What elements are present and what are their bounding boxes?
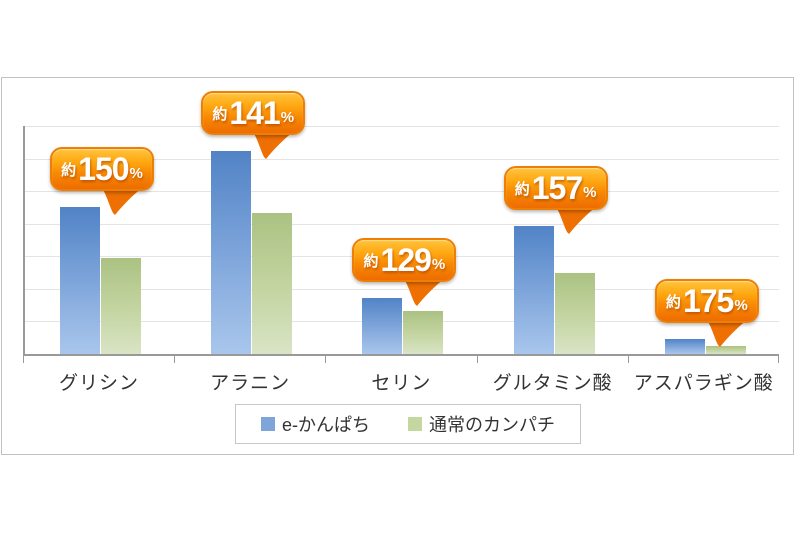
ratio-callout: 約 129% xyxy=(352,238,457,306)
ratio-callout: 約 150% xyxy=(50,147,154,215)
x-axis-tick xyxy=(174,356,176,363)
callout-bubble: 約 175% xyxy=(654,279,759,323)
callout-value: 157 xyxy=(531,170,583,206)
bar-通常のカンパチ-3 xyxy=(554,273,595,354)
ratio-callout: 約 175% xyxy=(654,279,759,347)
x-axis-tick xyxy=(325,356,327,363)
x-axis-line xyxy=(23,354,779,356)
ratio-callout: 約 157% xyxy=(503,166,608,234)
gridline xyxy=(23,288,779,290)
bar-e-かんぱち-0 xyxy=(60,207,100,354)
x-axis-label: グルタミン酸 xyxy=(492,373,613,394)
bar-e-かんぱち-2 xyxy=(362,298,403,354)
x-axis-tick xyxy=(476,356,478,363)
legend-label: e-かんぱち xyxy=(281,415,370,435)
callout-value: 141 xyxy=(229,95,280,131)
x-axis-tick xyxy=(627,356,629,363)
callout-bubble: 約 150% xyxy=(50,147,154,191)
callout-suffix: % xyxy=(583,184,597,201)
callout-tail xyxy=(102,188,142,215)
legend-label: 通常のカンパチ xyxy=(429,415,555,435)
gridline xyxy=(23,191,779,193)
legend-swatch xyxy=(408,417,422,431)
callout-suffix: % xyxy=(734,297,748,314)
callout-suffix: % xyxy=(129,165,143,182)
callout-prefix: 約 xyxy=(212,105,228,123)
callout-tail xyxy=(555,207,596,234)
callout-value: 175 xyxy=(682,283,734,319)
x-axis-label: アスパラギン酸 xyxy=(633,373,774,394)
callout-suffix: % xyxy=(280,109,295,126)
callout-bubble: 約 141% xyxy=(201,91,306,135)
callout-suffix: % xyxy=(431,256,446,273)
legend-box: e-かんぱち 通常のカンパチ xyxy=(235,404,581,444)
legend-swatch xyxy=(260,417,275,431)
plot-area: グリシン約 150% アラニン約 141% セリン約 129% グルタミン酸約 157% アスパ… xyxy=(23,91,779,394)
callout-value: 129 xyxy=(380,242,432,278)
x-axis-label: セリン xyxy=(371,373,432,394)
chart-panel: グリシン約 150% アラニン約 141% セリン約 129% グルタミン酸約 157% アスパ… xyxy=(1,77,794,455)
bar-通常のカンパチ-0 xyxy=(101,258,141,354)
callout-tail xyxy=(706,320,747,347)
bar-e-かんぱち-4 xyxy=(664,339,705,354)
bar-通常のカンパチ-1 xyxy=(252,213,293,354)
x-axis-label: アラニン xyxy=(210,373,291,394)
bar-e-かんぱち-1 xyxy=(211,151,252,354)
gridline xyxy=(23,158,779,160)
bar-通常のカンパチ-4 xyxy=(705,345,746,354)
ratio-callout: 約 141% xyxy=(201,91,306,159)
callout-tail xyxy=(253,132,294,159)
callout-tail xyxy=(404,279,445,306)
bar-通常のカンパチ-2 xyxy=(403,311,444,354)
x-axis-tick xyxy=(23,356,24,363)
callout-bubble: 約 157% xyxy=(503,166,608,210)
bar-e-かんぱち-3 xyxy=(513,226,554,354)
callout-prefix: 約 xyxy=(61,161,77,179)
callout-bubble: 約 129% xyxy=(352,238,457,282)
callout-prefix: 約 xyxy=(363,252,379,270)
callout-value: 150 xyxy=(78,151,129,187)
gridline xyxy=(23,223,779,225)
callout-prefix: 約 xyxy=(665,293,681,311)
legend-item-0: e-かんぱち xyxy=(260,411,370,437)
legend-item-1: 通常のカンパチ xyxy=(408,411,555,437)
x-axis-label: グリシン xyxy=(58,373,139,394)
x-axis-tick xyxy=(778,356,779,363)
gridline xyxy=(23,126,779,127)
callout-prefix: 約 xyxy=(514,180,530,198)
y-axis-line xyxy=(23,126,25,354)
